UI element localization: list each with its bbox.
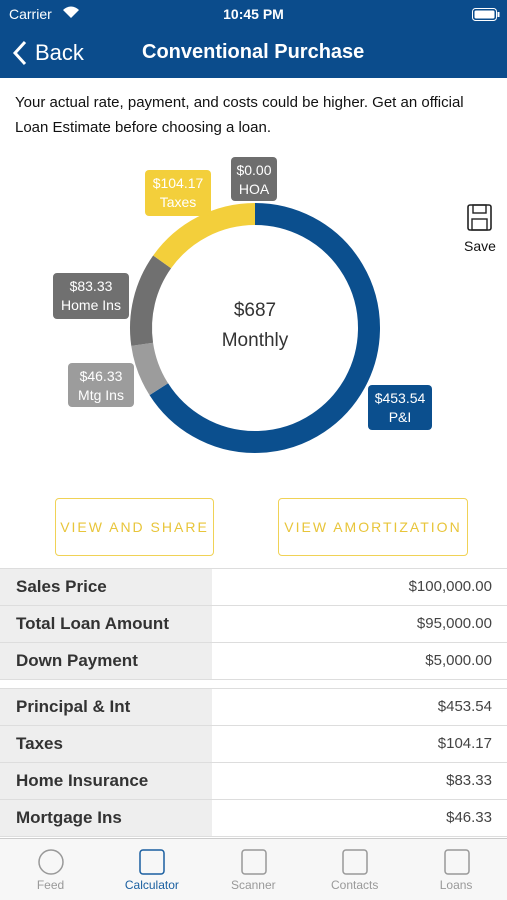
table-row: Home Insurance $83.33	[0, 763, 507, 800]
table-row: Taxes $104.17	[0, 726, 507, 763]
icon-shape	[38, 849, 64, 875]
tab-label[interactable]: Scanner	[230, 878, 276, 892]
save-icon[interactable]	[467, 204, 493, 232]
value-label: $453.54	[375, 390, 426, 406]
row-value: $100,000.00	[408, 578, 492, 595]
table-row: Mortgage Ins $46.33	[0, 800, 507, 837]
divider	[0, 568, 507, 569]
tab-icon	[38, 849, 64, 875]
label-box	[68, 363, 134, 407]
icon-shape	[342, 849, 368, 875]
tab-bar	[0, 838, 507, 900]
donut-chart: $687 Monthly $453.54 P&I $46.33 Mtg Ins $83.33…	[53, 157, 432, 453]
row-label: Home Insurance	[0, 763, 212, 799]
donut-segment	[130, 255, 172, 346]
row-value: $46.33	[446, 809, 492, 826]
tab-icon	[139, 849, 166, 875]
center-label: Monthly	[222, 330, 289, 351]
category-label: Mtg Ins	[78, 387, 124, 403]
donut-segment	[131, 342, 169, 396]
header	[0, 0, 507, 78]
view-share-button[interactable]: VIEW AND SHARE	[55, 498, 214, 556]
table-row: Total Loan Amount $95,000.00	[0, 606, 507, 643]
value-label: $104.17	[153, 175, 204, 191]
back-button[interactable]: Back	[35, 40, 84, 65]
label-box	[145, 170, 211, 216]
carrier: Carrier	[9, 6, 52, 22]
icon-shape	[443, 849, 470, 875]
icon-shape	[241, 849, 267, 875]
tab-label[interactable]: Loans	[439, 878, 473, 892]
time: 10:45 PM	[223, 6, 284, 22]
category-label: P&I	[389, 409, 412, 425]
row-label: Principal & Int	[0, 689, 212, 725]
value-label: $46.33	[80, 368, 123, 384]
divider	[0, 688, 507, 689]
tab-label[interactable]: Calculator	[124, 878, 179, 892]
tab-label[interactable]: Feed	[36, 878, 65, 892]
disclaimer: Your actual rate, payment, and costs cou…	[15, 94, 464, 136]
row-label: Taxes	[0, 726, 212, 762]
tab-label[interactable]: Contacts	[331, 878, 379, 892]
row-label: Sales Price	[0, 569, 212, 605]
category-label: Taxes	[160, 194, 197, 210]
back-chevron[interactable]	[12, 40, 28, 66]
label-box	[231, 157, 277, 201]
save-label[interactable]: Save	[464, 238, 496, 254]
battery-icon	[472, 8, 500, 21]
row-label: Mortgage Ins	[0, 800, 212, 836]
nav-title: Conventional Purchase	[142, 41, 365, 63]
table-row: Principal & Int $453.54	[0, 689, 507, 726]
row-label: Down Payment	[0, 643, 212, 679]
label-box	[53, 273, 129, 319]
row-value: $453.54	[437, 698, 492, 715]
table-row: Sales Price $100,000.00	[0, 569, 507, 606]
category-label: HOA	[239, 181, 270, 197]
category-label: Home Ins	[61, 297, 121, 313]
row-value: $95,000.00	[416, 615, 492, 632]
donut-segment	[153, 203, 256, 269]
view-amortization-button[interactable]: VIEW AMORTIZATION	[278, 498, 468, 556]
value-label: $0.00	[236, 162, 271, 178]
row-value: $5,000.00	[425, 652, 492, 669]
tab-icon	[241, 849, 267, 875]
icon-shape	[139, 849, 166, 875]
tab-icon	[443, 849, 470, 875]
label-box	[368, 385, 432, 430]
row-value: $83.33	[446, 772, 492, 789]
center-value: $687	[234, 300, 276, 321]
row-label: Total Loan Amount	[0, 606, 212, 642]
table-row: Down Payment $5,000.00	[0, 643, 507, 680]
row-value: $104.17	[437, 735, 492, 752]
tab-icon	[342, 849, 368, 875]
value-label: $83.33	[70, 278, 113, 294]
donut-segment	[149, 203, 380, 453]
wifi-icon	[63, 6, 79, 18]
